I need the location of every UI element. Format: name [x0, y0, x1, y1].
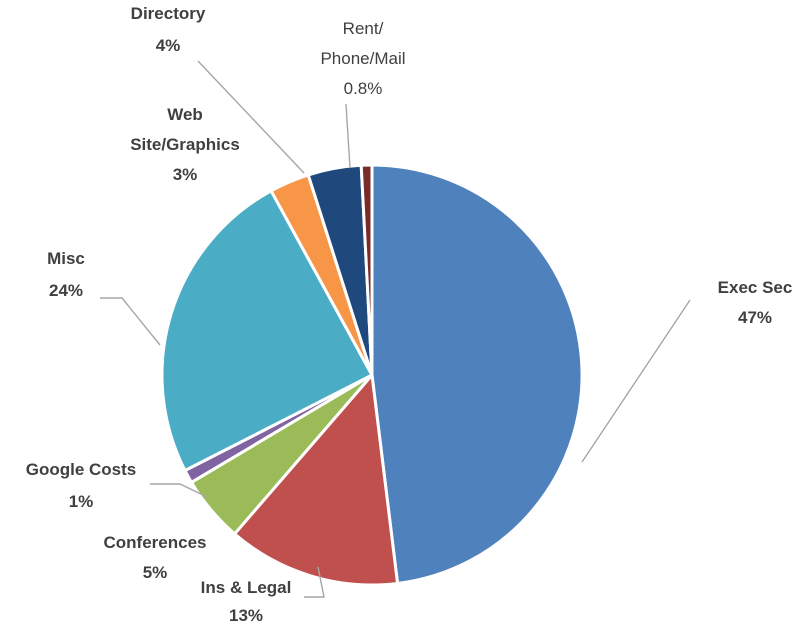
data-label-value-ins-legal: 13% — [229, 606, 263, 625]
data-label-name-rent-phone-mail: Phone/Mail — [320, 49, 405, 68]
leader-line-rent-phone-mail — [345, 103, 351, 169]
data-label-name-web-site-graphics: Web — [167, 105, 203, 124]
data-label-name-misc: Misc — [47, 249, 85, 268]
data-labels: Exec Sec 47% Ins & Legal 13% Conferences 5% Go… — [26, 4, 793, 625]
data-label-value-web-site-graphics: 3% — [173, 165, 198, 184]
data-label-value-google-costs: 1% — [69, 492, 94, 511]
data-label-value-rent-phone-mail: 0.8% — [344, 79, 383, 98]
leader-line-ins-legal — [304, 566, 325, 598]
data-label-value-exec-sec: 47% — [738, 308, 772, 327]
slice-exec-sec — [370, 163, 584, 585]
data-label-name-rent-phone-mail: Rent/ — [343, 19, 384, 38]
data-label-value-directory: 4% — [156, 36, 181, 55]
pie-slices — [160, 163, 584, 587]
leader-line-directory — [197, 60, 305, 174]
leader-line-exec-sec — [581, 299, 691, 463]
leader-lines — [100, 60, 691, 598]
leader-line-misc — [100, 297, 161, 346]
data-label-name-ins-legal: Ins & Legal — [201, 578, 292, 597]
data-label-name-directory: Directory — [131, 4, 206, 23]
data-label-value-conferences: 5% — [143, 563, 168, 582]
slice-ins-legal — [233, 373, 400, 587]
data-label-name-conferences: Conferences — [104, 533, 207, 552]
data-label-name-web-site-graphics: Site/Graphics — [130, 135, 240, 154]
slice-misc — [160, 189, 374, 473]
data-label-name-google-costs: Google Costs — [26, 460, 137, 479]
slice-rent-phone-mail — [359, 163, 374, 377]
leader-line-google-costs — [150, 483, 208, 498]
data-label-value-misc: 24% — [49, 281, 83, 300]
data-label-name-exec-sec: Exec Sec — [718, 278, 793, 297]
